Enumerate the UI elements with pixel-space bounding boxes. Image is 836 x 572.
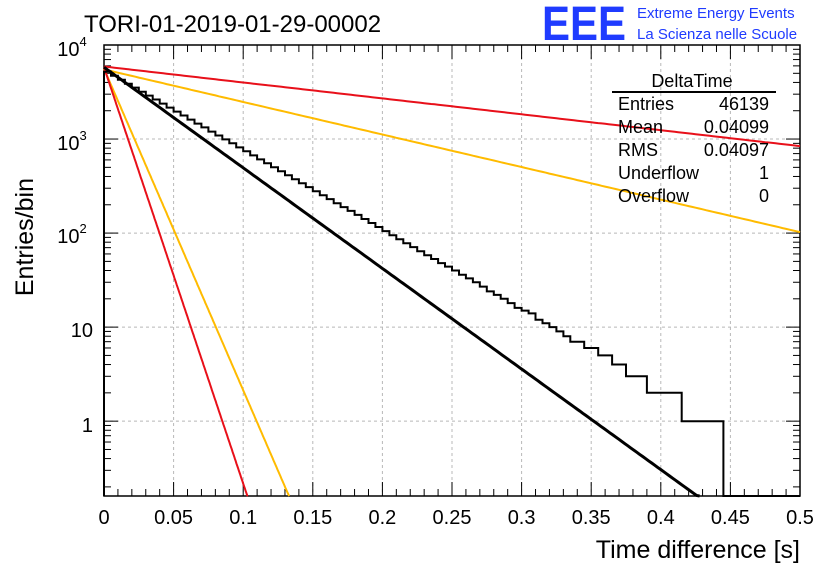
- x-tick-label: 0.15: [293, 507, 332, 529]
- histogram: [103, 70, 800, 497]
- stats-value-mean: 0.04099: [704, 117, 769, 137]
- x-tick-label: 0.1: [229, 507, 257, 529]
- stats-label-overflow: Overflow: [618, 186, 690, 206]
- stats-box: DeltaTime Entries 46139 Mean 0.04099 RMS…: [612, 71, 776, 206]
- x-tick-label: 0.05: [154, 507, 193, 529]
- eee-logo-mark: EEE: [542, 0, 626, 51]
- y-axis-label: Entries/bin: [11, 178, 39, 296]
- reference-curve-1: [103, 65, 801, 148]
- stats-label-rms: RMS: [618, 140, 658, 160]
- eee-logo-line2: La Scienza nelle Scuole: [637, 26, 797, 43]
- eee-logo: EEE Extreme Energy Events La Scienza nel…: [542, 0, 797, 51]
- x-tick-label: 0: [98, 507, 109, 529]
- reference-curve-3: [103, 68, 291, 497]
- x-tick-label: 0.45: [711, 507, 750, 529]
- grid: [104, 45, 800, 496]
- reference-curve-2: [103, 68, 801, 234]
- x-tick-label: 0.2: [368, 507, 396, 529]
- stats-value-rms: 0.04097: [704, 140, 769, 160]
- reference-curves: [103, 65, 801, 497]
- axis-ticks: [103, 44, 801, 496]
- x-axis-label: Time difference [s]: [596, 536, 800, 564]
- x-tick-label: 0.25: [433, 507, 472, 529]
- stats-value-entries: 46139: [719, 94, 769, 114]
- x-tick-label: 0.35: [572, 507, 611, 529]
- fit-curve-group: [103, 65, 700, 498]
- x-tick-label: 0.3: [508, 507, 536, 529]
- x-tick-label: 0.4: [647, 507, 675, 529]
- reference-curve-4: [103, 66, 249, 497]
- stats-label-entries: Entries: [618, 94, 674, 114]
- stats-label-underflow: Underflow: [618, 163, 700, 183]
- x-tick-label: 0.5: [786, 507, 814, 529]
- chart-title: TORI-01-2019-01-29-00002: [84, 11, 381, 38]
- fit-curve: [103, 65, 700, 498]
- histogram-steps: [103, 70, 800, 497]
- y-tick-label-1: 1: [82, 415, 93, 437]
- x-tick-labels: 0 0.05 0.1 0.15 0.2 0.25 0.3 0.35 0.4 0.45 0.5: [98, 507, 813, 529]
- eee-logo-line1: Extreme Energy Events: [637, 5, 795, 22]
- stats-title: DeltaTime: [651, 71, 732, 91]
- stats-value-overflow: 0: [759, 186, 769, 206]
- stats-value-underflow: 1: [759, 163, 769, 183]
- stats-label-mean: Mean: [618, 117, 663, 137]
- y-tick-label-10: 10: [71, 320, 93, 342]
- y-tick-labels: 1 10 102 103 104: [57, 34, 93, 437]
